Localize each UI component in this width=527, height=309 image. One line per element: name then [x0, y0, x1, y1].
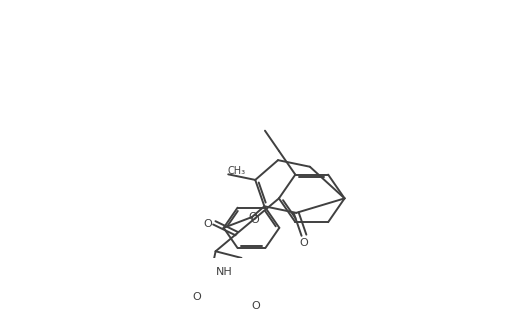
Text: NH: NH: [216, 267, 232, 277]
Text: CH₃: CH₃: [227, 166, 245, 176]
Text: O: O: [193, 292, 201, 302]
Text: O: O: [203, 219, 212, 229]
Text: O: O: [248, 212, 257, 222]
Text: O: O: [250, 214, 259, 225]
Text: O: O: [299, 238, 308, 248]
Text: O: O: [251, 301, 260, 309]
